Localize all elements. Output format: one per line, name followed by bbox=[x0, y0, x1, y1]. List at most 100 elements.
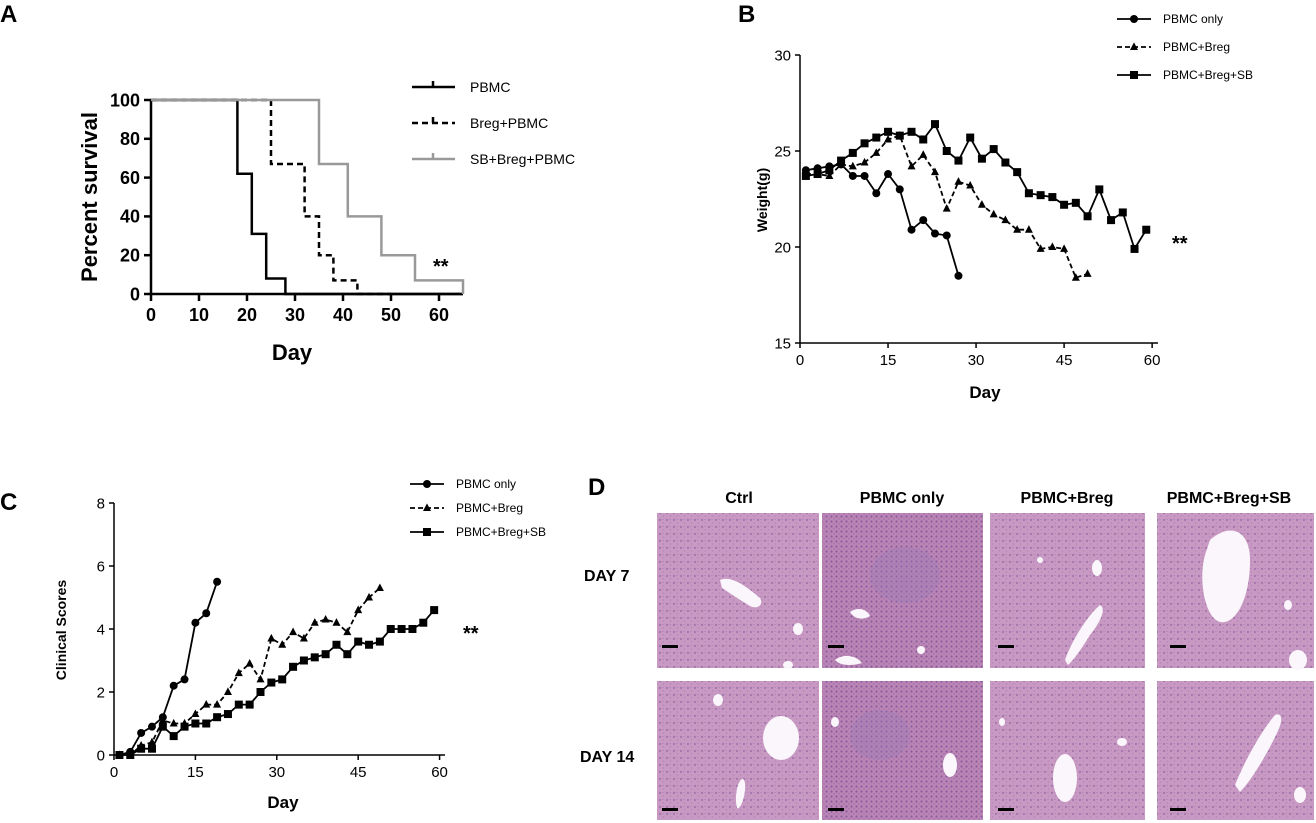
data-point-pbmc-breg bbox=[919, 150, 928, 158]
x-tick-label: 50 bbox=[381, 305, 401, 325]
x-tick-label: 30 bbox=[285, 305, 305, 325]
y-tick-label: 0 bbox=[97, 747, 105, 764]
data-point-pbmc-breg bbox=[907, 161, 916, 170]
y-tick-label: 40 bbox=[120, 207, 140, 227]
data-point-pbmc-breg bbox=[245, 659, 254, 667]
data-point-pbmc-breg bbox=[884, 134, 893, 143]
data-point-pbmc-breg bbox=[989, 209, 998, 218]
legend-label-pbmc-only: PBMC only bbox=[456, 477, 516, 491]
data-point-pbmc-breg-sb bbox=[126, 751, 135, 759]
histology-image-pbmc-only-day14 bbox=[822, 681, 983, 820]
x-tick-label: 20 bbox=[237, 305, 257, 325]
histology-image-pbmc-breg-sb-day14 bbox=[1157, 681, 1314, 820]
data-point-pbmc-breg-sb bbox=[365, 640, 374, 649]
data-point-pbmc-breg-sb bbox=[289, 662, 298, 671]
panel-c-xlabel: Day bbox=[267, 793, 299, 812]
data-point-pbmc-breg-sb bbox=[1048, 193, 1057, 202]
data-point-pbmc-breg-sb bbox=[848, 148, 857, 157]
data-point-pbmc-breg bbox=[1024, 225, 1033, 233]
data-point-pbmc-breg-sb bbox=[813, 170, 822, 179]
y-tick-label: 20 bbox=[774, 239, 791, 256]
panel-a-significance: ** bbox=[433, 256, 449, 278]
data-point-pbmc-breg bbox=[825, 171, 834, 179]
y-tick-label: 60 bbox=[120, 168, 140, 188]
data-point-pbmc-breg bbox=[343, 627, 352, 636]
data-point-pbmc-breg bbox=[1001, 215, 1010, 224]
x-tick-label: 10 bbox=[189, 305, 209, 325]
x-tick-label: 15 bbox=[880, 352, 897, 369]
panel-b-legend: PBMC only PBMC+Breg PBMC+Breg+SB bbox=[1117, 12, 1253, 82]
data-point-pbmc-only bbox=[930, 229, 939, 238]
data-point-pbmc-breg bbox=[954, 177, 963, 185]
data-point-pbmc-breg bbox=[860, 157, 869, 166]
data-point-pbmc-breg-sb bbox=[860, 139, 869, 148]
legend-marker-pbmc-breg bbox=[1130, 42, 1138, 50]
data-point-pbmc-breg-sb bbox=[837, 156, 846, 165]
data-point-pbmc-only bbox=[169, 681, 178, 690]
x-tick-label: 40 bbox=[333, 305, 353, 325]
series-line-pbmc-breg bbox=[119, 587, 381, 756]
data-point-pbmc-breg bbox=[169, 718, 178, 727]
data-point-pbmc-breg-sb bbox=[278, 675, 287, 684]
data-point-pbmc-breg-sb bbox=[245, 700, 254, 709]
data-point-pbmc-breg bbox=[375, 583, 384, 592]
panel-a-plot bbox=[151, 98, 465, 296]
data-point-pbmc-breg-sb bbox=[430, 606, 439, 615]
data-point-pbmc-only bbox=[191, 618, 200, 627]
data-point-pbmc-breg bbox=[1048, 242, 1057, 250]
data-point-pbmc-breg bbox=[158, 715, 167, 724]
data-point-pbmc-only bbox=[137, 728, 146, 737]
data-point-pbmc-breg-sb bbox=[1036, 191, 1045, 200]
data-point-pbmc-breg bbox=[977, 200, 986, 208]
data-point-pbmc-breg-sb bbox=[1142, 225, 1151, 234]
y-tick-label: 100 bbox=[110, 90, 140, 110]
legend-label-breg-pbmc: Breg+PBMC bbox=[470, 115, 548, 131]
legend-marker-pbmc-only bbox=[1130, 15, 1138, 23]
data-point-pbmc-breg-sb bbox=[989, 145, 998, 154]
data-point-pbmc-breg-sb bbox=[202, 719, 211, 728]
series-line-sb-breg-pbmc bbox=[151, 98, 465, 294]
data-point-pbmc-only bbox=[180, 675, 189, 684]
legend-marker-pbmc-breg-sb bbox=[1130, 71, 1138, 79]
data-point-pbmc-breg-sb bbox=[137, 744, 146, 753]
y-tick-label: 15 bbox=[774, 335, 791, 352]
data-point-pbmc-breg bbox=[1060, 244, 1069, 252]
data-point-pbmc-breg-sb bbox=[1118, 208, 1127, 217]
data-point-pbmc-breg-sb bbox=[397, 625, 406, 633]
data-point-pbmc-breg-sb bbox=[1024, 189, 1033, 198]
data-point-pbmc-breg bbox=[1013, 225, 1022, 233]
data-point-pbmc-breg-sb bbox=[419, 618, 428, 627]
data-point-pbmc-only bbox=[884, 170, 893, 179]
panel-b-weight: B 0 15 30 45 60 15 20 25 30 Day Weight(g) ** PBM… bbox=[738, 1, 1253, 402]
data-point-pbmc-breg bbox=[1071, 273, 1080, 281]
data-point-pbmc-breg-sb bbox=[930, 120, 939, 129]
panel-c-axes: 0 15 30 45 60 0 2 4 6 8 bbox=[97, 495, 448, 781]
data-point-pbmc-breg-sb bbox=[321, 650, 330, 659]
data-point-pbmc-breg-sb bbox=[354, 637, 363, 646]
data-point-pbmc-breg-sb bbox=[223, 710, 232, 719]
histology-image-pbmc-breg-day14 bbox=[990, 681, 1145, 820]
data-point-pbmc-breg-sb bbox=[408, 625, 417, 633]
panel-a-xlabel: Day bbox=[272, 340, 313, 365]
y-tick-label: 6 bbox=[97, 558, 105, 575]
panel-c-ylabel: Clinical Scores bbox=[53, 580, 69, 681]
data-point-pbmc-breg-sb bbox=[386, 625, 395, 633]
x-tick-label: 0 bbox=[146, 305, 156, 325]
data-point-pbmc-breg bbox=[321, 614, 330, 623]
data-point-pbmc-breg bbox=[213, 700, 222, 708]
data-point-pbmc-only bbox=[848, 171, 857, 180]
panel-b-xlabel: Day bbox=[969, 383, 1001, 402]
legend-marker-pbmc-breg-sb bbox=[423, 528, 431, 536]
histology-row-day-14: DAY 14 bbox=[580, 749, 634, 766]
data-point-pbmc-only bbox=[860, 171, 869, 180]
data-point-pbmc-breg-sb bbox=[180, 722, 189, 731]
data-point-pbmc-only bbox=[919, 216, 928, 225]
data-point-pbmc-breg bbox=[966, 180, 975, 189]
data-point-pbmc-breg-sb bbox=[213, 713, 222, 722]
histology-image-pbmc-breg-sb-day7 bbox=[1157, 513, 1314, 670]
legend-label-pbmc-only: PBMC only bbox=[1163, 12, 1223, 26]
data-point-pbmc-breg bbox=[202, 700, 211, 708]
series-line-pbmc-only bbox=[805, 163, 960, 277]
data-point-pbmc-breg-sb bbox=[169, 732, 178, 741]
